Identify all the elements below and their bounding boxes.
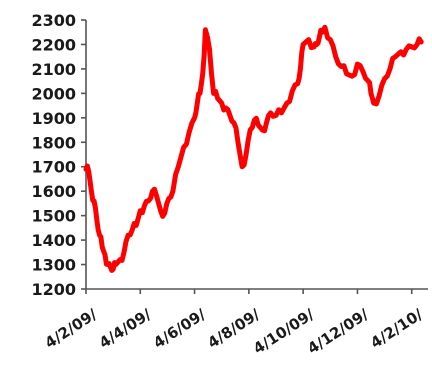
x-tick-label: 4/6/09/ xyxy=(150,305,209,352)
y-tick-label: 2300 xyxy=(31,11,76,30)
x-tick-label: 4/4/09/ xyxy=(96,305,155,352)
y-tick-label: 1700 xyxy=(31,158,76,177)
y-tick-label: 1900 xyxy=(31,109,76,128)
x-tick-label: 4/12/09/ xyxy=(304,305,372,358)
y-tick-label: 1600 xyxy=(31,182,76,201)
y-tick-label: 1400 xyxy=(31,231,76,250)
y-tick-label: 2100 xyxy=(31,60,76,79)
y-tick-labels: 2300 2200 2100 2000 1900 1800 1700 1600 1500 1400… xyxy=(31,11,86,299)
series-layer xyxy=(83,24,424,273)
y-tick-label: 1300 xyxy=(31,256,76,275)
y-tick-label: 2000 xyxy=(31,84,76,103)
x-tick-label: 4/10/09/ xyxy=(250,305,318,358)
x-tick-label: 4/2/10/ xyxy=(367,305,426,352)
series-line xyxy=(83,24,424,273)
y-tick-label: 1200 xyxy=(31,280,76,299)
x-tick-label: 4/2/09/ xyxy=(42,305,101,352)
x-tick-labels: 4/2/09/4/4/09/4/6/09/4/8/09/4/10/09/4/12… xyxy=(42,289,426,358)
y-tick-label: 2200 xyxy=(31,35,76,54)
y-tick-label: 1800 xyxy=(31,133,76,152)
y-tick-label: 1500 xyxy=(31,207,76,226)
